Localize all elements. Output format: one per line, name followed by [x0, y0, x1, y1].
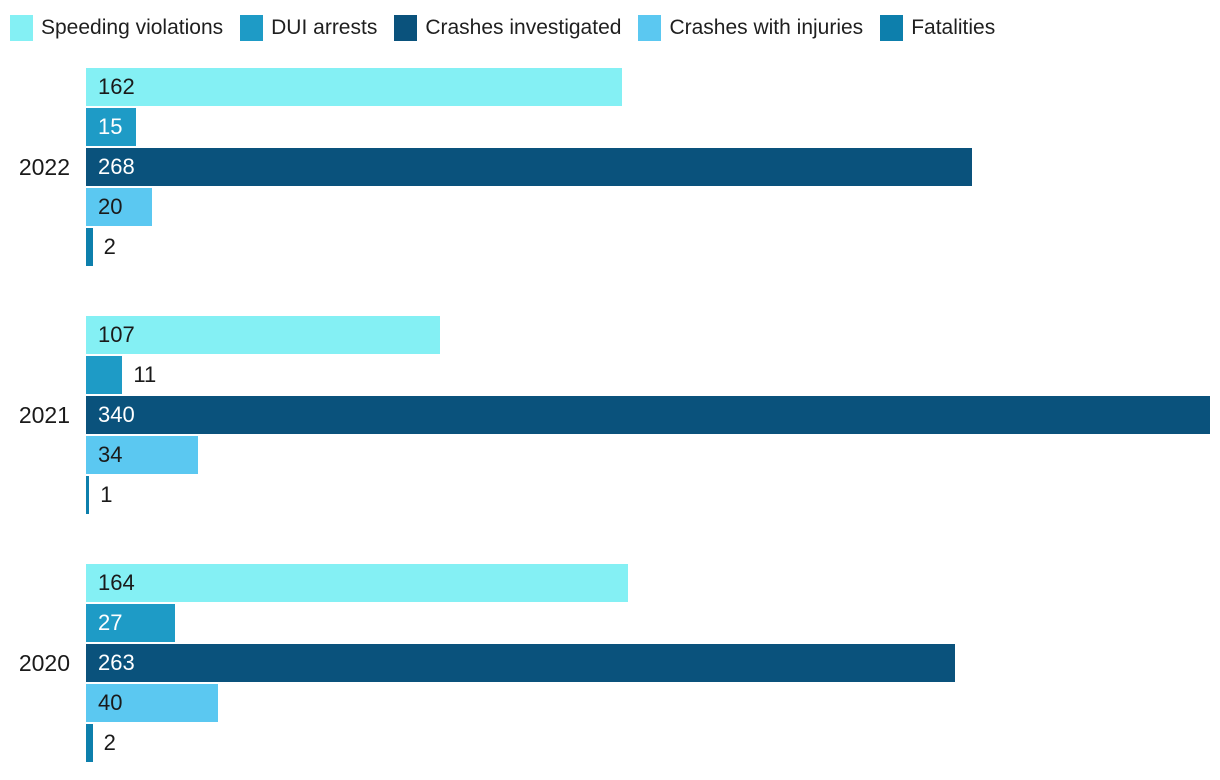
legend-label: Crashes with injuries — [669, 16, 864, 39]
legend-swatch-icon — [10, 15, 33, 41]
bar-dui-arrests — [86, 356, 123, 394]
bar-row: 34 — [86, 436, 1220, 474]
legend-item-dui-arrests: DUI arrests — [240, 15, 377, 41]
bar-speeding-violations: 164 — [86, 564, 629, 602]
bar-speeding-violations: 107 — [86, 316, 440, 354]
bar-row: 27 — [86, 604, 1220, 642]
bar-fatalities — [86, 724, 93, 762]
bar-value-label: 263 — [98, 650, 135, 675]
legend-swatch-icon — [394, 15, 418, 41]
year-axis-label: 2020 — [18, 650, 70, 676]
legend-swatch-icon — [240, 15, 264, 41]
bar-row: 20 — [86, 188, 1220, 226]
bar-chart: 2022 162 15 268 20 2 2021 107 11 340 34 1 2020 164 27 2… — [0, 68, 1220, 762]
bar-row: 15 — [86, 108, 1220, 146]
bar-value-label: 1 — [100, 482, 113, 507]
year-group-2020: 2020 164 27 263 40 2 — [0, 564, 1220, 762]
bar-crashes-investigated: 340 — [86, 396, 1210, 434]
legend-label: Fatalities — [911, 16, 996, 39]
bar-dui-arrests: 15 — [86, 108, 136, 146]
bar-value-label: 107 — [98, 322, 135, 347]
bar-value-label: 268 — [98, 154, 135, 179]
bar-value-label: 11 — [133, 362, 157, 387]
legend-item-fatalities: Fatalities — [880, 15, 995, 41]
bar-row: 263 — [86, 644, 1220, 682]
legend-item-crashes-with-injuries: Crashes with injuries — [638, 15, 863, 41]
bar-crashes-investigated: 263 — [86, 644, 956, 682]
bar-row: 162 — [86, 68, 1220, 106]
bar-value-label: 34 — [98, 442, 123, 467]
chart-legend: Speeding violations DUI arrests Crashes … — [0, 0, 1220, 42]
year-axis-label: 2022 — [18, 154, 70, 180]
bar-row: 340 — [86, 396, 1220, 434]
legend-label: DUI arrests — [271, 16, 378, 39]
bar-crashes-investigated: 268 — [86, 148, 972, 186]
year-group-2022: 2022 162 15 268 20 2 — [0, 68, 1220, 266]
bar-row: 107 — [86, 316, 1220, 354]
bar-value-label: 162 — [98, 74, 135, 99]
bar-value-label: 340 — [98, 402, 135, 427]
bar-speeding-violations: 162 — [86, 68, 622, 106]
legend-swatch-icon — [638, 15, 662, 41]
bar-value-label: 2 — [103, 730, 116, 755]
bar-row: 1 — [86, 476, 1220, 514]
bar-fatalities — [86, 476, 90, 514]
legend-label: Speeding violations — [41, 16, 224, 39]
year-group-2021: 2021 107 11 340 34 1 — [0, 316, 1220, 514]
bar-value-label: 40 — [98, 690, 123, 715]
bar-row: 11 — [86, 356, 1220, 394]
bar-crashes-with-injuries: 40 — [86, 684, 219, 722]
year-axis-label: 2021 — [18, 402, 70, 428]
bar-value-label: 20 — [98, 194, 123, 219]
bar-row: 2 — [86, 228, 1220, 266]
legend-item-crashes-investigated: Crashes investigated — [394, 15, 621, 41]
bar-row: 2 — [86, 724, 1220, 762]
bar-dui-arrests: 27 — [86, 604, 176, 642]
bar-crashes-with-injuries: 20 — [86, 188, 153, 226]
bar-value-label: 15 — [98, 114, 123, 139]
legend-label: Crashes investigated — [425, 16, 622, 39]
bar-crashes-with-injuries: 34 — [86, 436, 199, 474]
bar-value-label: 27 — [98, 610, 123, 635]
legend-item-speeding-violations: Speeding violations — [10, 15, 223, 41]
legend-swatch-icon — [880, 15, 904, 41]
bar-fatalities — [86, 228, 93, 266]
bar-row: 40 — [86, 684, 1220, 722]
bar-row: 164 — [86, 564, 1220, 602]
bar-value-label: 164 — [98, 570, 135, 595]
bar-row: 268 — [86, 148, 1220, 186]
bar-value-label: 2 — [103, 234, 116, 259]
